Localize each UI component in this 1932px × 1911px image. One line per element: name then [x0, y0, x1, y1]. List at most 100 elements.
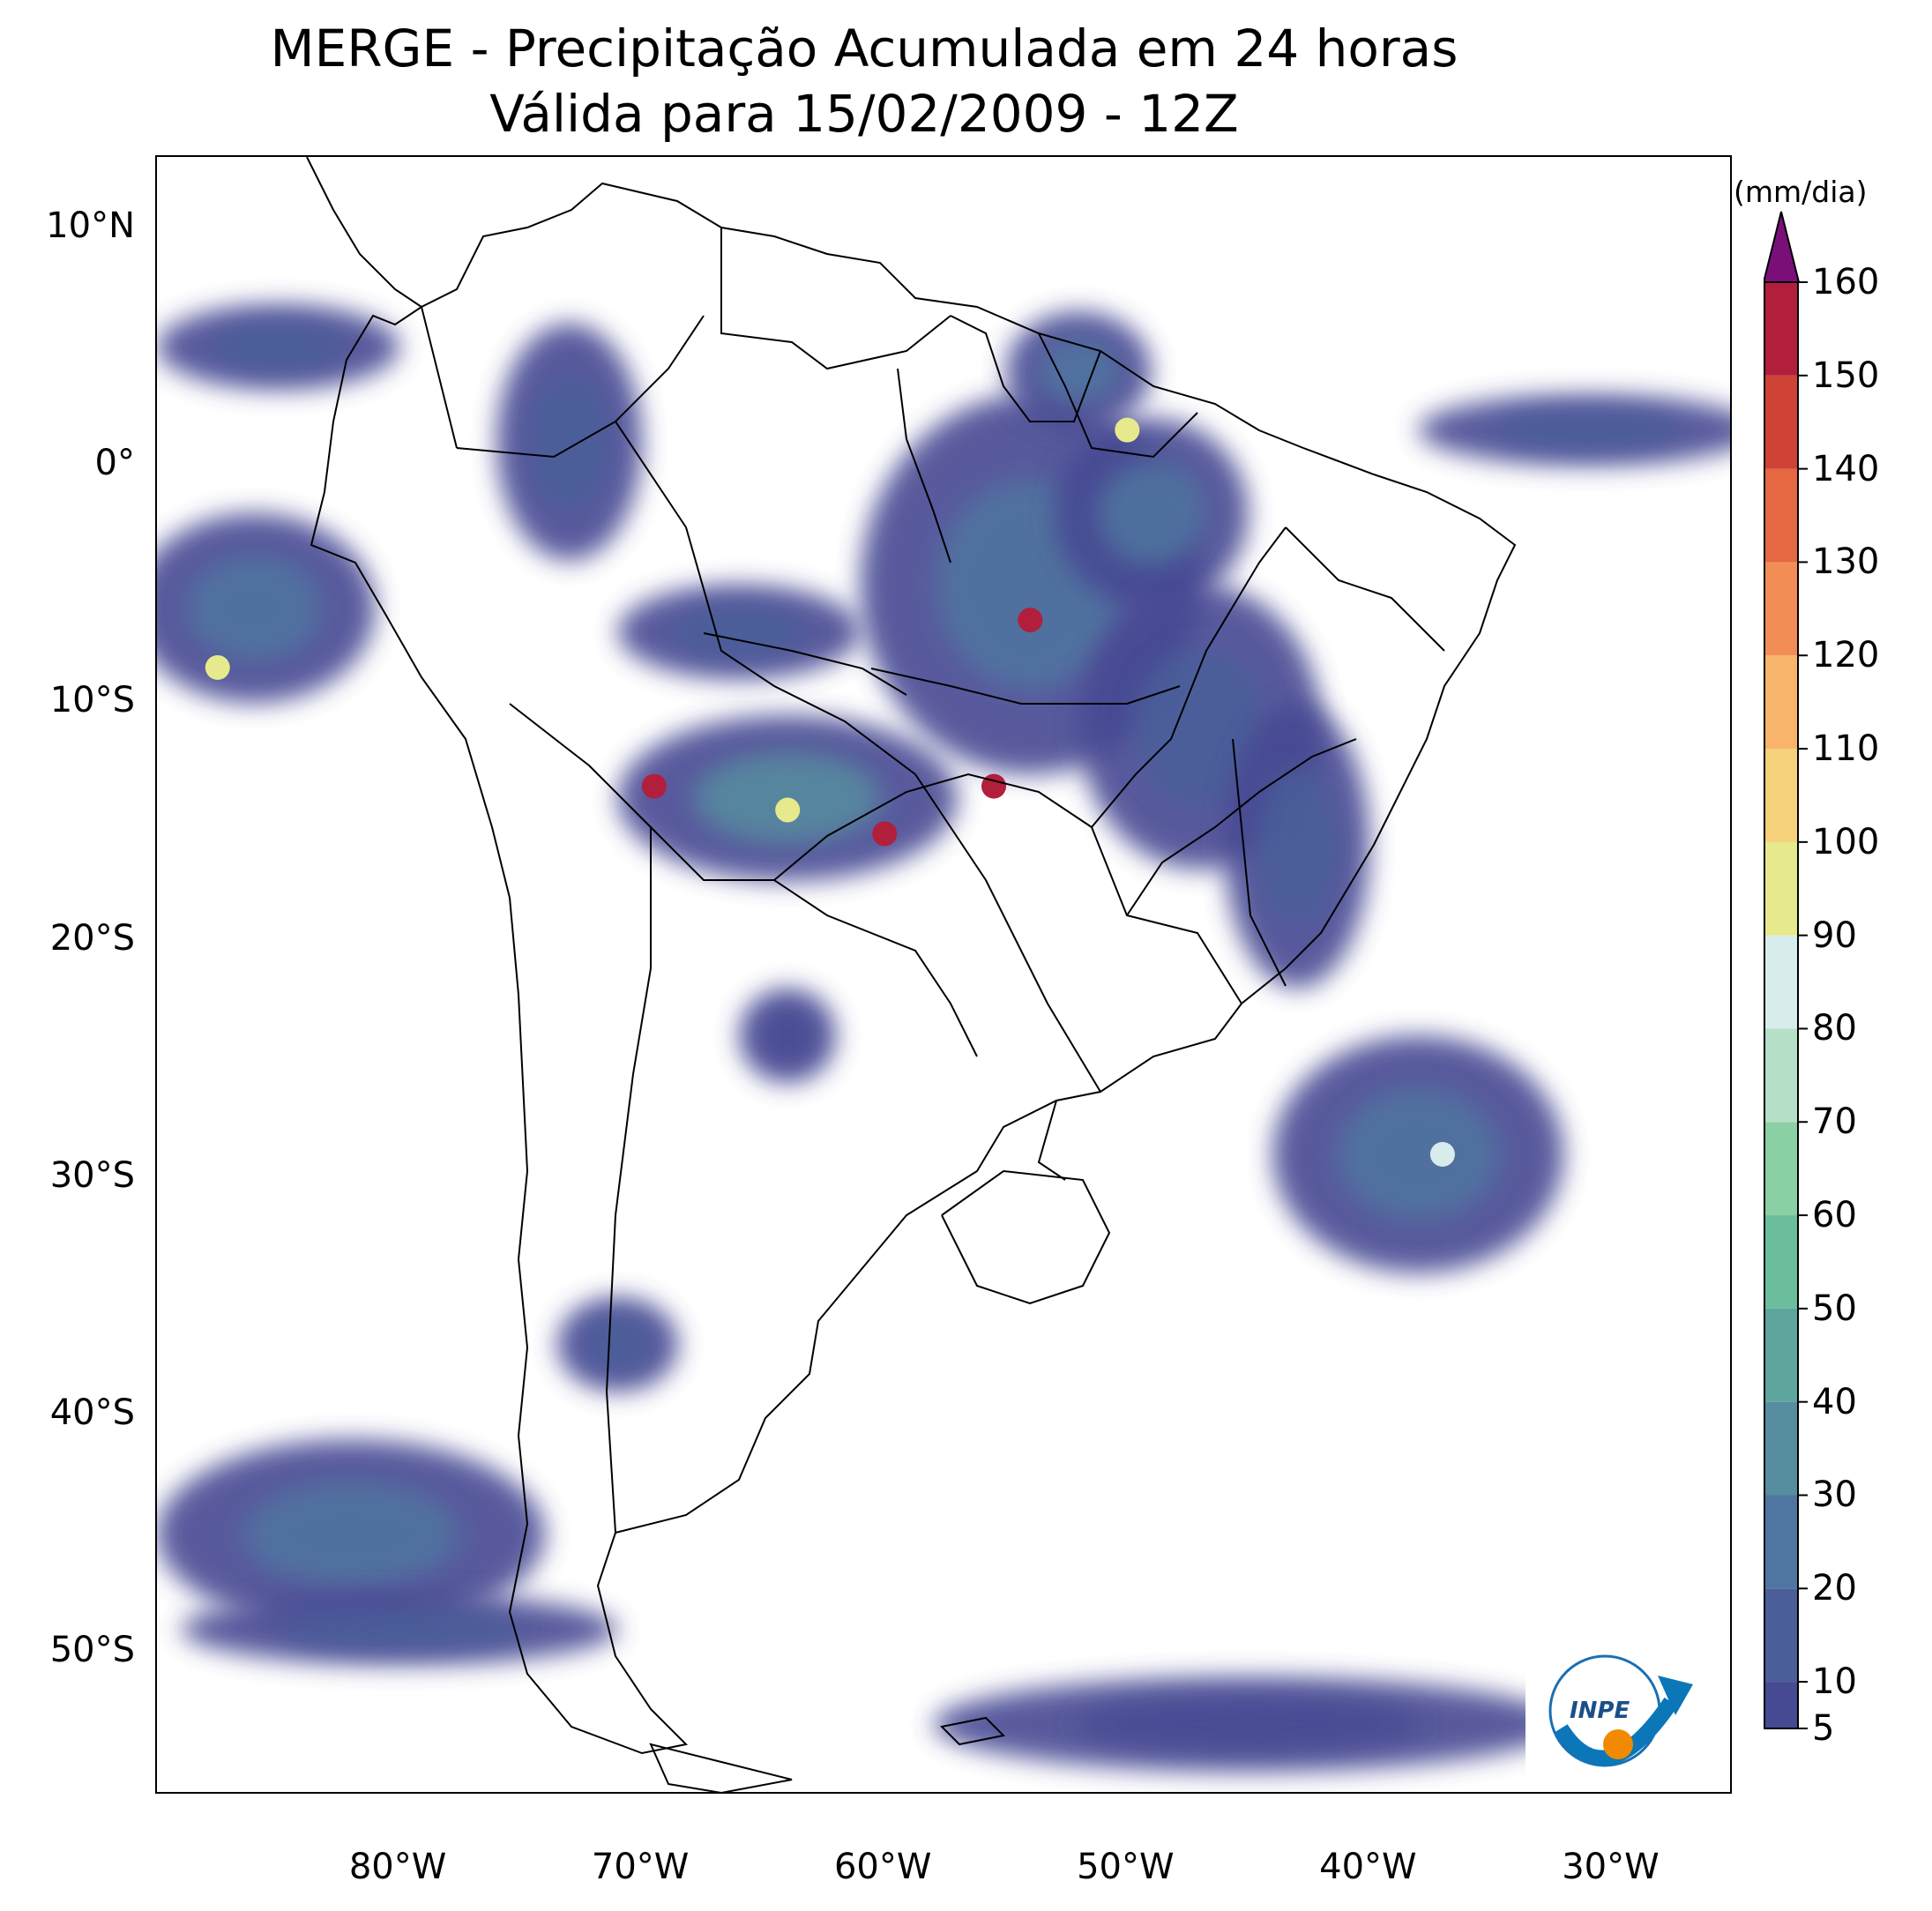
colorbar-tick-label: 90: [1812, 914, 1857, 956]
lat-tick-label: 10°N: [46, 205, 135, 246]
precip-peak: [1429, 1141, 1455, 1167]
precip-region-core: [187, 556, 321, 661]
lat-tick-label: 20°S: [49, 917, 135, 959]
precip-region-core: [760, 1009, 815, 1062]
lat-tick-label: 0°: [94, 443, 135, 484]
country-border: [1037, 1100, 1066, 1181]
precip-region-core: [1075, 1698, 1422, 1751]
lat-tick-label: 50°S: [49, 1630, 135, 1671]
precip-region-core: [1133, 648, 1267, 806]
colorbar-band: [1764, 562, 1799, 656]
colorbar-band: [1764, 1401, 1799, 1496]
colorbar-tick-label: 60: [1812, 1195, 1857, 1236]
colorbar-tick-label: 100: [1812, 821, 1880, 862]
colorbar-unit-label: (mm/dia): [1734, 175, 1868, 209]
colorbar-tick-label: 10: [1812, 1661, 1857, 1703]
precip-region-core: [529, 377, 610, 508]
precip-peak: [775, 797, 801, 823]
colorbar-band: [1764, 841, 1799, 936]
logo-arrow-icon: [1658, 1676, 1693, 1715]
country-border: [870, 668, 1181, 705]
colorbar-band: [1764, 468, 1799, 563]
colorbar-band: [1764, 1588, 1799, 1683]
colorbar: [1764, 211, 1808, 1729]
colorbar-tick-label: 40: [1812, 1381, 1857, 1422]
precip-peak: [1018, 608, 1043, 633]
country-border: [1038, 332, 1198, 459]
colorbar-band: [1764, 1215, 1799, 1309]
country-border: [703, 632, 907, 696]
precip-peak: [205, 654, 230, 680]
precipitation-layer: [157, 303, 1730, 1773]
precip-region-core: [1098, 460, 1205, 566]
country-border: [941, 1169, 1111, 1305]
precip-region-core: [244, 1482, 459, 1587]
logo-text: INPE: [1570, 1698, 1630, 1724]
colorbar-band: [1764, 1682, 1799, 1728]
colorbar-tick-label: 150: [1812, 355, 1880, 396]
lon-tick-label: 50°W: [1077, 1847, 1175, 1887]
falklands-coastline: [939, 1716, 1006, 1746]
lat-tick-label: 40°S: [49, 1392, 135, 1434]
precip-region-core: [1495, 410, 1682, 450]
precip-region-core: [584, 1318, 652, 1370]
colorbar-tick-label: 140: [1812, 448, 1880, 489]
country-border: [720, 228, 951, 370]
colorbar-tick-label: 160: [1812, 262, 1880, 302]
country-border: [1126, 738, 1357, 916]
precip-region-core: [1038, 338, 1119, 404]
colorbar-band: [1764, 655, 1799, 750]
country-border: [773, 773, 1093, 881]
precip-region-core: [1338, 1088, 1499, 1221]
lon-tick-label: 60°W: [833, 1847, 932, 1887]
precip-peak: [1115, 417, 1140, 443]
country-border: [605, 827, 652, 1534]
country-border: [1091, 526, 1287, 828]
colorbar-outline: [1764, 281, 1799, 1729]
colorbar-band: [1764, 1495, 1799, 1589]
country-border: [1232, 738, 1287, 987]
country-border: [950, 315, 1101, 422]
colorbar-tick-label: 50: [1812, 1288, 1857, 1329]
precip-peak: [872, 821, 898, 847]
colorbar-band: [1764, 1122, 1799, 1216]
lon-tick-label: 80°W: [348, 1847, 447, 1887]
central-america-coastline: [306, 157, 422, 308]
colorbar-band: [1764, 1308, 1799, 1402]
tierra-del-fuego-coastline: [649, 1743, 793, 1792]
precip-peak: [981, 773, 1007, 799]
precip-region-core: [672, 605, 806, 659]
map-panel[interactable]: [155, 155, 1732, 1794]
colorbar-band: [1764, 282, 1799, 376]
colorbar-band: [1764, 375, 1799, 469]
colorbar-band: [1764, 749, 1799, 842]
south-america-coastline: [310, 182, 1517, 1755]
colorbar-extend-arrow: [1764, 211, 1801, 283]
country-border: [1091, 826, 1242, 1004]
precip-region-core: [1257, 767, 1338, 924]
colorbar-tick-label: 120: [1812, 635, 1880, 676]
chart-subtitle: Válida para 15/02/2009 - 12Z: [489, 84, 1239, 144]
precip-region-core: [211, 323, 346, 371]
chart-title: MERGE - Precipitação Acumulada em 24 hor…: [270, 19, 1458, 78]
colorbar-tick-label: 5: [1812, 1708, 1835, 1749]
coastlines-borders: [306, 157, 1517, 1792]
logo-orange-dot: [1603, 1729, 1633, 1759]
colorbar-tick-label: 30: [1812, 1474, 1857, 1516]
country-border: [914, 773, 1101, 1093]
lat-tick-label: 30°S: [49, 1154, 135, 1196]
lon-tick-label: 40°W: [1319, 1847, 1417, 1887]
lat-tick-label: 10°S: [49, 680, 135, 721]
colorbar-tick-label: 80: [1812, 1008, 1857, 1049]
colorbar-tick-label: 20: [1812, 1568, 1857, 1609]
colorbar-band: [1764, 1028, 1799, 1123]
inpe-logo: INPE: [1525, 1623, 1702, 1790]
precip-peak: [641, 773, 667, 799]
precip-region-core: [279, 1609, 520, 1649]
colorbar-tick-label: 110: [1812, 728, 1880, 770]
precipitation-map: [157, 157, 1730, 1792]
country-border: [897, 368, 951, 564]
lon-tick-label: 70°W: [591, 1847, 690, 1887]
country-border: [1285, 526, 1445, 652]
colorbar-tick-label: 70: [1812, 1101, 1857, 1143]
